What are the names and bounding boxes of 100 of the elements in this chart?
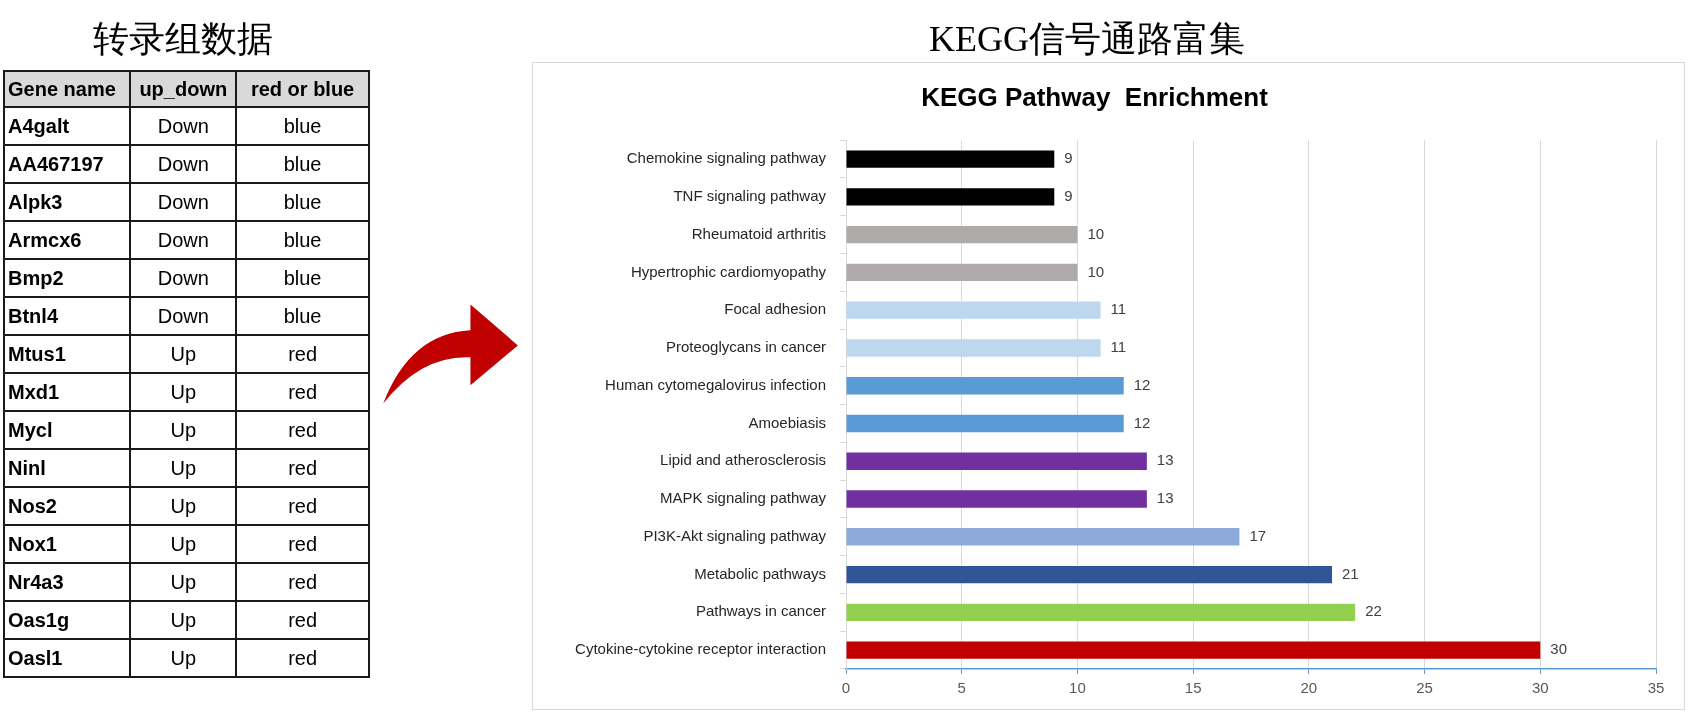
text: Nox1 bbox=[4, 525, 131, 563]
bar bbox=[846, 225, 1078, 244]
data-label: 13 bbox=[1156, 451, 1174, 469]
y-tick-label: Proteoglycans in cancer bbox=[665, 338, 826, 356]
text: Alpk3 bbox=[4, 183, 131, 221]
text: A4galt bbox=[4, 107, 131, 145]
y-tick-label: MAPK signaling pathway bbox=[660, 489, 827, 507]
x-tick-label: 20 bbox=[1300, 679, 1318, 697]
category-label: up_down bbox=[130, 71, 237, 107]
bar bbox=[846, 565, 1332, 584]
y-tick-label: Cytokine-cytokine receptor interaction bbox=[575, 640, 826, 658]
text: AA467197 bbox=[4, 145, 131, 183]
bar bbox=[846, 414, 1124, 433]
bar bbox=[846, 263, 1078, 282]
text: Up bbox=[130, 601, 237, 639]
data-label: 9 bbox=[1064, 149, 1073, 167]
bar bbox=[846, 641, 1541, 659]
text: Up bbox=[130, 487, 237, 525]
bar bbox=[846, 603, 1356, 622]
x-tick-label: 25 bbox=[1416, 679, 1433, 697]
text: blue bbox=[236, 107, 369, 145]
text: red bbox=[236, 563, 369, 601]
text: Down bbox=[130, 107, 237, 145]
data-label: 12 bbox=[1133, 375, 1151, 393]
chart-subtitle: KEGG Pathway Enrichment bbox=[921, 81, 1269, 112]
x-tick-label: 5 bbox=[957, 679, 966, 697]
text: Ninl bbox=[4, 449, 131, 487]
bar bbox=[846, 188, 1055, 206]
text: Up bbox=[130, 639, 237, 677]
bar bbox=[846, 528, 1240, 546]
data-label: 10 bbox=[1087, 224, 1105, 242]
text: red bbox=[236, 373, 369, 411]
text: red bbox=[236, 601, 369, 639]
text: blue bbox=[236, 259, 369, 297]
text: Up bbox=[130, 411, 237, 449]
text: Armcx6 bbox=[4, 221, 131, 259]
y-tick-label: Human cytomegalovirus infection bbox=[605, 375, 826, 393]
text: blue bbox=[236, 221, 369, 259]
data-label: 10 bbox=[1087, 262, 1105, 280]
text: red bbox=[236, 525, 369, 563]
y-tick-label: Metabolic pathways bbox=[694, 564, 826, 582]
text: Btnl4 bbox=[4, 297, 131, 335]
data-label: 9 bbox=[1064, 187, 1073, 204]
bar bbox=[846, 452, 1147, 470]
bar bbox=[846, 377, 1124, 395]
bar bbox=[846, 490, 1147, 508]
text: Oasl1 bbox=[4, 639, 131, 677]
text: Mxd1 bbox=[4, 373, 131, 411]
text: Down bbox=[130, 183, 237, 221]
x-tick-label: 0 bbox=[841, 679, 851, 697]
text: Down bbox=[130, 221, 237, 259]
text: Up bbox=[130, 563, 237, 601]
y-tick-label: Chemokine signaling pathway bbox=[626, 149, 827, 167]
text: red bbox=[236, 411, 369, 449]
text: Mtus1 bbox=[4, 335, 131, 373]
category-label: red or blue bbox=[236, 71, 369, 107]
category-label: Gene name bbox=[4, 71, 131, 107]
text: Nos2 bbox=[4, 487, 131, 525]
text: red bbox=[236, 639, 369, 677]
text: Mycl bbox=[4, 411, 131, 449]
text: red bbox=[236, 335, 369, 373]
text: blue bbox=[236, 183, 369, 221]
chart-title: KEGG信号通路富集 bbox=[928, 18, 1246, 61]
y-tick-label: TNF signaling pathway bbox=[673, 187, 827, 204]
bar bbox=[846, 339, 1101, 357]
y-tick-label: Pathways in cancer bbox=[695, 602, 826, 620]
text: Up bbox=[130, 335, 237, 373]
text: Bmp2 bbox=[4, 259, 131, 297]
y-tick-label: Hypertrophic cardiomyopathy bbox=[630, 262, 827, 280]
text: Down bbox=[130, 297, 237, 335]
y-tick-label: Lipid and atherosclerosis bbox=[660, 451, 826, 469]
data-label: 30 bbox=[1550, 640, 1567, 658]
data-label: 13 bbox=[1156, 489, 1174, 507]
data-label: 11 bbox=[1110, 300, 1127, 318]
x-tick-label: 15 bbox=[1184, 679, 1202, 697]
y-tick-label: Amoebiasis bbox=[748, 413, 826, 431]
text: Down bbox=[130, 145, 237, 183]
x-tick-label: 10 bbox=[1069, 679, 1086, 697]
text: Oas1g bbox=[4, 601, 131, 639]
text: Nr4a3 bbox=[4, 563, 131, 601]
y-tick-label: Rheumatoid arthritis bbox=[691, 224, 826, 242]
text: Up bbox=[130, 525, 237, 563]
bar bbox=[846, 150, 1055, 168]
text: Up bbox=[130, 449, 237, 487]
bar bbox=[846, 301, 1101, 319]
x-tick-label: 35 bbox=[1647, 679, 1665, 697]
data-label: 21 bbox=[1342, 564, 1359, 582]
y-tick-label: PI3K-Akt signaling pathway bbox=[643, 526, 827, 544]
data-label: 22 bbox=[1365, 602, 1382, 620]
text: Down bbox=[130, 259, 237, 297]
text: red bbox=[236, 487, 369, 525]
text: blue bbox=[236, 297, 369, 335]
text: Up bbox=[130, 373, 237, 411]
data-label: 12 bbox=[1133, 413, 1151, 431]
text: red bbox=[236, 449, 369, 487]
x-tick-label: 30 bbox=[1531, 679, 1549, 697]
text: 转录组数据 bbox=[92, 18, 274, 61]
y-tick-label: Focal adhesion bbox=[724, 300, 826, 318]
data-label: 11 bbox=[1110, 338, 1127, 356]
data-label: 17 bbox=[1249, 526, 1267, 544]
